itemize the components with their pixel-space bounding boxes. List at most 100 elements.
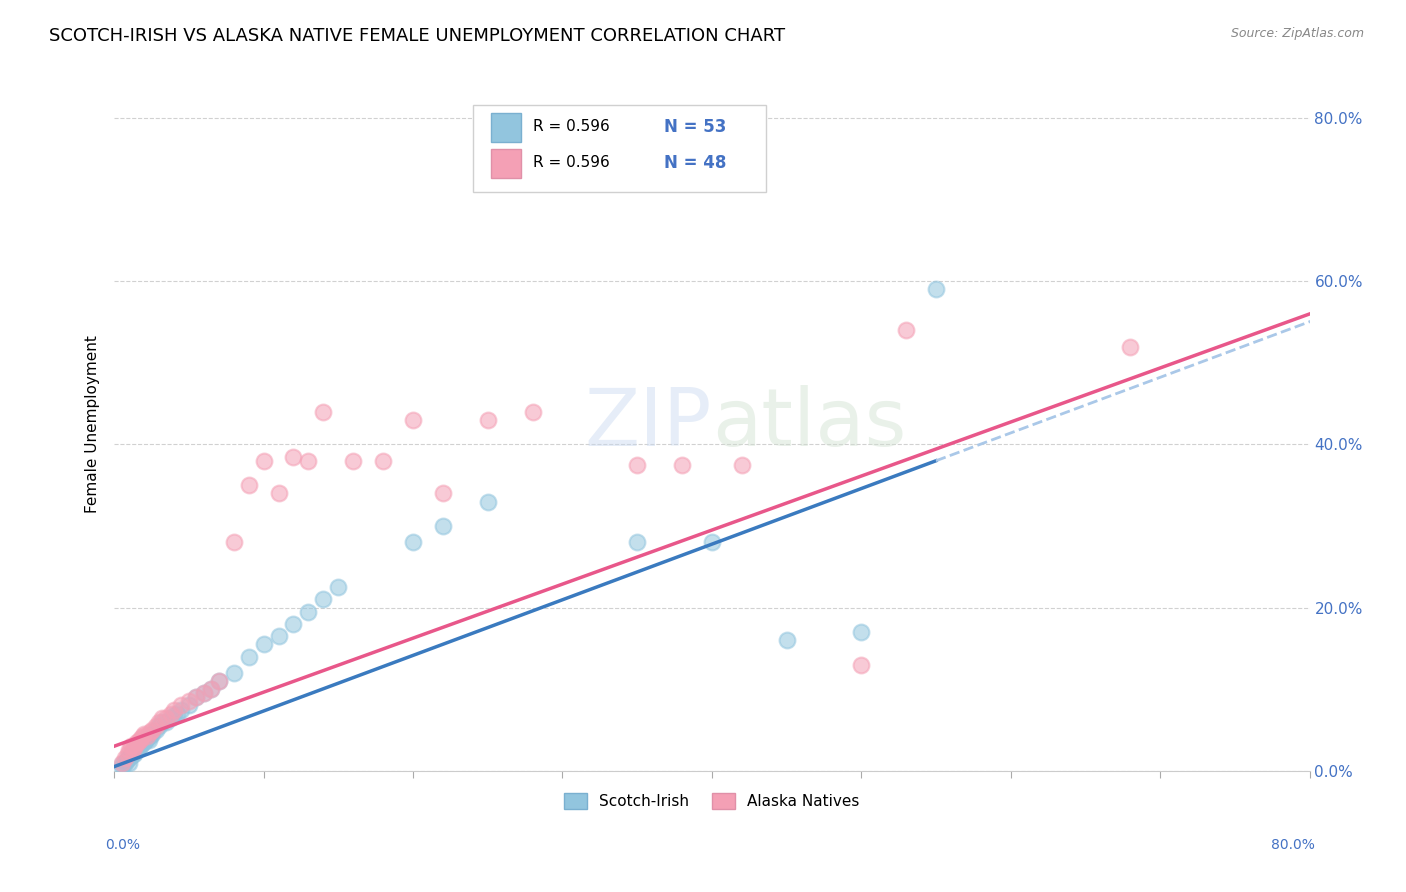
Point [122, 740, 145, 755]
Point [125, 740, 148, 755]
Point [200, 682, 222, 697]
Point [121, 747, 143, 762]
Point [432, 519, 454, 533]
Point [283, 450, 305, 464]
Point [252, 454, 274, 468]
Point [111, 757, 134, 772]
Point [155, 711, 177, 725]
Point [193, 686, 215, 700]
Text: 0.0%: 0.0% [105, 838, 141, 852]
Point [129, 731, 152, 745]
Point [297, 454, 319, 468]
Legend: Scotch-Irish, Alaska Natives: Scotch-Irish, Alaska Natives [558, 787, 866, 815]
Point [402, 413, 425, 427]
FancyBboxPatch shape [472, 105, 766, 192]
Point [117, 747, 139, 762]
Point [125, 743, 148, 757]
Point [222, 535, 245, 549]
Point [297, 605, 319, 619]
Point [186, 690, 208, 705]
Point [851, 657, 873, 672]
Point [477, 494, 499, 508]
Point [128, 732, 150, 747]
Point [522, 405, 544, 419]
Point [170, 698, 193, 713]
Point [124, 743, 146, 757]
Point [155, 714, 177, 729]
Point [477, 413, 499, 427]
Text: R = 0.596: R = 0.596 [533, 155, 609, 170]
Point [312, 405, 335, 419]
Text: Source: ZipAtlas.com: Source: ZipAtlas.com [1230, 27, 1364, 40]
Text: 80.0%: 80.0% [1271, 838, 1315, 852]
Point [117, 751, 139, 765]
Point [626, 535, 648, 549]
Point [150, 714, 173, 729]
Point [160, 711, 183, 725]
Point [141, 723, 163, 737]
Point [132, 727, 155, 741]
Point [267, 629, 290, 643]
Point [432, 486, 454, 500]
Point [328, 580, 350, 594]
Point [145, 723, 167, 737]
Point [238, 649, 260, 664]
Bar [491, 112, 520, 142]
Point [122, 747, 145, 762]
Point [121, 743, 143, 757]
Point [894, 323, 917, 337]
Point [132, 735, 155, 749]
Point [312, 592, 335, 607]
Point [177, 698, 200, 713]
Point [626, 458, 648, 472]
Point [200, 682, 222, 697]
Point [120, 749, 142, 764]
Point [136, 730, 159, 744]
Point [114, 751, 136, 765]
Point [145, 719, 167, 733]
Point [222, 665, 245, 680]
Point [139, 724, 162, 739]
Point [283, 616, 305, 631]
Point [342, 454, 364, 468]
Point [373, 454, 395, 468]
Point [186, 690, 208, 705]
Point [238, 478, 260, 492]
Point [127, 739, 149, 754]
Text: R = 0.596: R = 0.596 [533, 120, 609, 134]
Point [131, 735, 153, 749]
Point [150, 711, 173, 725]
Point [111, 756, 134, 770]
Text: atlas: atlas [711, 385, 907, 463]
Text: N = 53: N = 53 [664, 118, 727, 136]
Point [252, 637, 274, 651]
Point [136, 731, 159, 745]
Point [120, 739, 142, 754]
Point [114, 756, 136, 770]
Point [166, 706, 188, 721]
Point [139, 730, 162, 744]
Point [118, 743, 141, 757]
Point [118, 756, 141, 770]
Point [135, 732, 157, 747]
Point [671, 458, 693, 472]
Point [731, 458, 754, 472]
Bar [491, 149, 520, 178]
Point [177, 694, 200, 708]
Point [138, 732, 160, 747]
Point [111, 759, 134, 773]
Point [129, 738, 152, 752]
Text: N = 48: N = 48 [664, 153, 727, 171]
Point [193, 686, 215, 700]
Point [851, 625, 873, 640]
Point [115, 754, 138, 768]
Point [163, 708, 186, 723]
Point [127, 735, 149, 749]
Point [118, 751, 141, 765]
Text: ZIP: ZIP [585, 385, 711, 463]
Point [160, 706, 183, 721]
Point [700, 535, 723, 549]
Point [208, 673, 231, 688]
Point [170, 702, 193, 716]
Point [128, 739, 150, 754]
